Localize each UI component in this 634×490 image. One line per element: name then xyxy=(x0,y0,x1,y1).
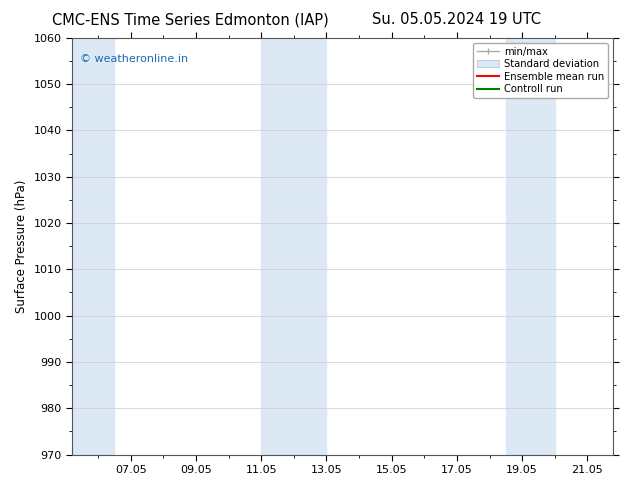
Text: Su. 05.05.2024 19 UTC: Su. 05.05.2024 19 UTC xyxy=(372,12,541,27)
Bar xyxy=(261,38,327,455)
Text: CMC-ENS Time Series Edmonton (IAP): CMC-ENS Time Series Edmonton (IAP) xyxy=(52,12,328,27)
Bar xyxy=(72,38,115,455)
Legend: min/max, Standard deviation, Ensemble mean run, Controll run: min/max, Standard deviation, Ensemble me… xyxy=(473,43,609,98)
Bar xyxy=(506,38,555,455)
Y-axis label: Surface Pressure (hPa): Surface Pressure (hPa) xyxy=(15,179,28,313)
Text: © weatheronline.in: © weatheronline.in xyxy=(81,54,188,64)
